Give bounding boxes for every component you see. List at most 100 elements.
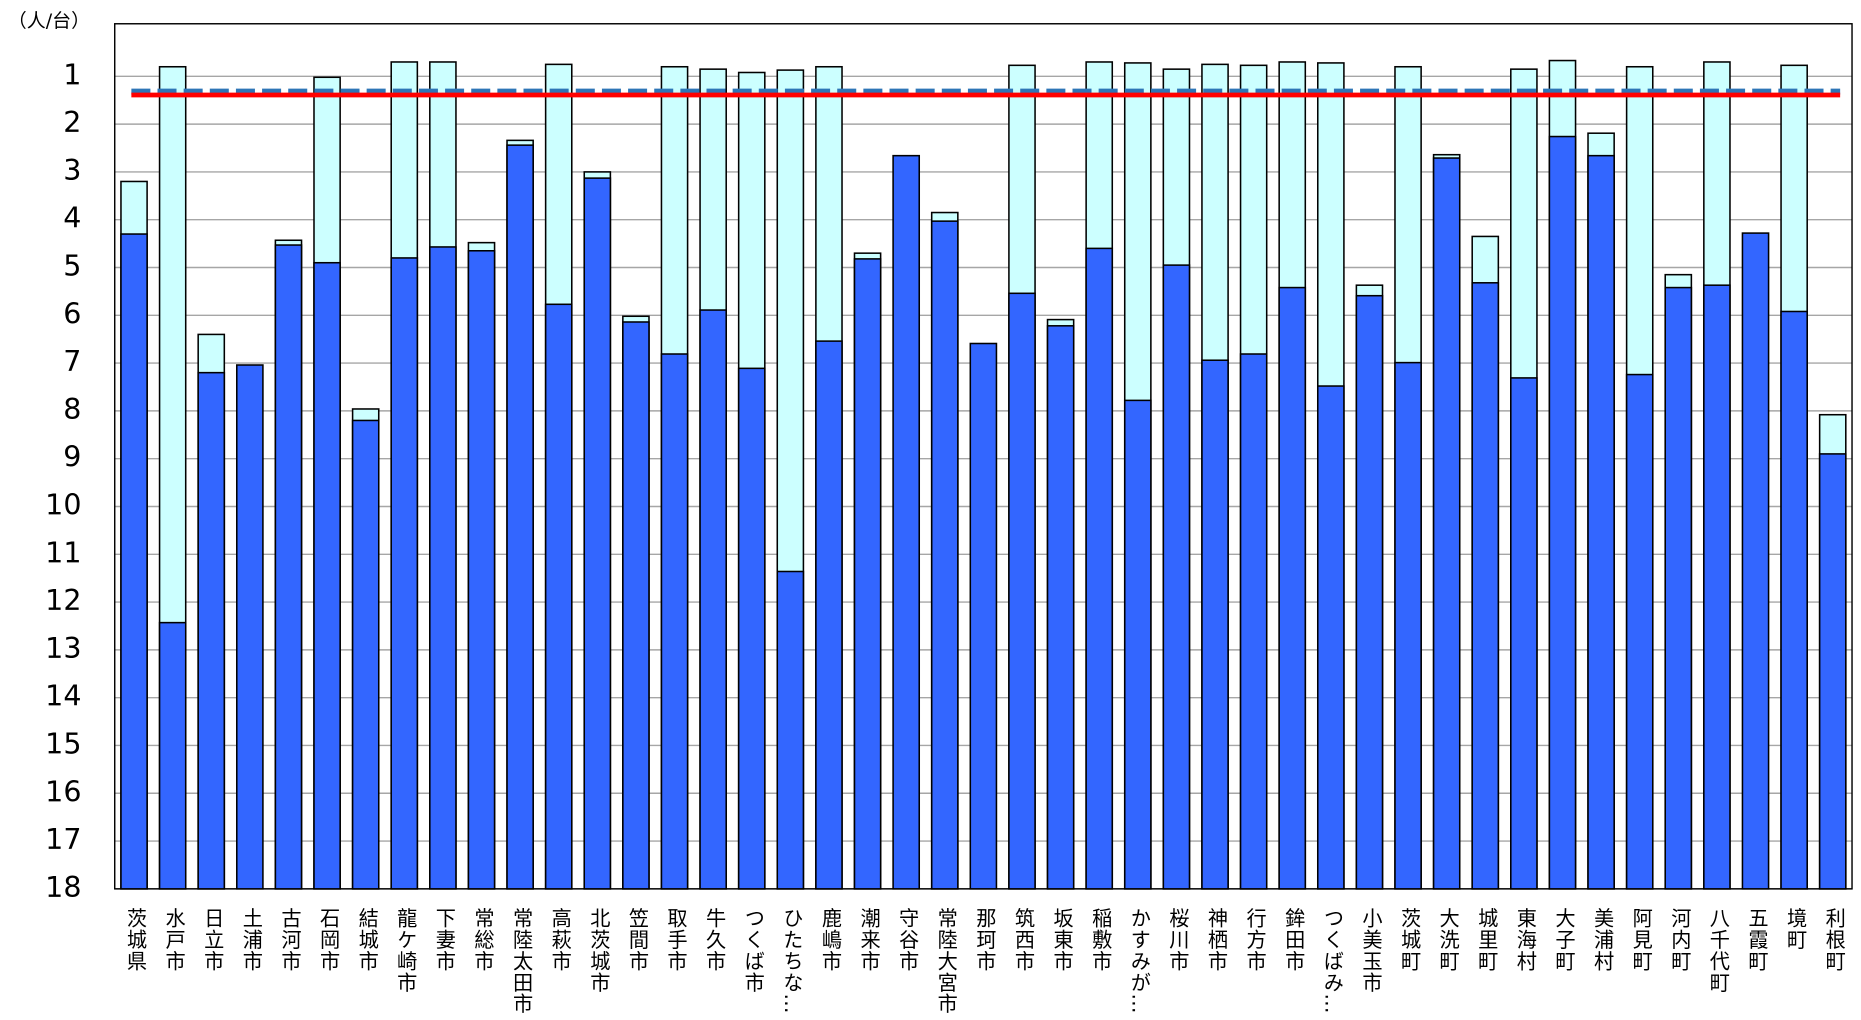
- bar: [1741, 232, 1770, 890]
- bar: [274, 244, 303, 890]
- bar: [120, 233, 148, 890]
- bar: [1703, 284, 1731, 890]
- x-tick-label: 城里町: [1475, 908, 1499, 972]
- bar: [1201, 359, 1229, 890]
- y-tick-label: 15: [45, 727, 81, 760]
- bar: [853, 258, 882, 890]
- bar: [390, 257, 419, 890]
- bar: [1587, 154, 1615, 890]
- y-tick-label: 9: [63, 441, 81, 474]
- x-tick-label: 桜川市: [1166, 908, 1190, 972]
- x-tick-label: 大子町: [1552, 908, 1576, 972]
- bar: [1278, 286, 1307, 890]
- x-tick-label: 那珂市: [973, 908, 997, 972]
- y-tick-label: 17: [45, 823, 81, 856]
- bar: [583, 177, 612, 890]
- x-tick-label: 利根町: [1822, 908, 1846, 972]
- x-tick-label: 北茨城市: [587, 908, 611, 994]
- bar: [737, 367, 766, 890]
- x-tick-label: 笠間市: [625, 908, 649, 972]
- bar: [1818, 453, 1847, 890]
- x-tick-label: 常陸大宮市: [934, 908, 958, 1015]
- bar: [1085, 247, 1114, 890]
- x-tick-label: 水戸市: [162, 908, 186, 972]
- x-tick-label: 常総市: [471, 908, 495, 972]
- x-tick-label: 龍ケ崎市: [394, 908, 418, 994]
- y-tick-label: 11: [45, 536, 81, 569]
- x-tick-label: 境町: [1784, 908, 1808, 951]
- x-tick-label: 東海村: [1513, 908, 1537, 972]
- bar: [429, 246, 457, 890]
- y-tick-label: 13: [45, 632, 81, 665]
- x-tick-label: 河内町: [1668, 908, 1692, 972]
- x-tick-label: かすみが…: [1127, 908, 1151, 1015]
- bar: [1780, 310, 1808, 890]
- x-tick-label: 結城市: [355, 908, 379, 972]
- x-tick-label: 日立市: [201, 908, 225, 972]
- x-tick-label: 石岡市: [317, 908, 341, 972]
- bar: [313, 261, 341, 890]
- bar: [1355, 294, 1384, 890]
- bar: [1471, 282, 1500, 890]
- bar: [930, 220, 959, 890]
- x-tick-label: 牛久市: [703, 908, 727, 972]
- bar: [660, 353, 689, 890]
- x-tick-label: 茨城県: [124, 908, 148, 972]
- x-tick-label: 高萩市: [548, 908, 572, 972]
- x-tick-label: 稲敷市: [1089, 908, 1113, 972]
- x-tick-label: 筑西市: [1011, 908, 1035, 972]
- x-tick-label: 坂東市: [1050, 908, 1074, 972]
- x-tick-label: つくばみ…: [1320, 908, 1344, 1015]
- bar: [236, 364, 264, 890]
- y-tick-label: 1: [63, 58, 81, 91]
- bar: [1510, 377, 1538, 890]
- y-tick-label: 7: [63, 345, 81, 378]
- x-tick-label: 茨城町: [1398, 908, 1422, 972]
- x-tick-label: つくば市: [741, 908, 765, 994]
- bar: [969, 342, 998, 890]
- y-tick-label: 18: [45, 871, 81, 904]
- y-tick-label: 12: [45, 584, 81, 617]
- bar: [1625, 373, 1654, 890]
- x-tick-label: 阿見町: [1629, 908, 1653, 972]
- x-tick-label: 神栖市: [1205, 908, 1229, 972]
- bar: [1162, 264, 1191, 890]
- bar: [1432, 157, 1461, 890]
- y-tick-label: 3: [63, 154, 81, 187]
- x-tick-label: 五霞町: [1745, 908, 1769, 972]
- x-tick-label: 土浦市: [239, 908, 263, 972]
- bar: [1239, 353, 1268, 890]
- bar: [1046, 325, 1075, 890]
- y-tick-label: 14: [45, 680, 81, 713]
- bar: [699, 309, 727, 890]
- y-tick-label: 8: [63, 393, 81, 426]
- bar: [815, 340, 843, 890]
- x-tick-label: 取手市: [664, 908, 688, 972]
- y-tick-label: 4: [63, 202, 81, 235]
- x-tick-label: 常陸太田市: [510, 908, 534, 1015]
- bar: [544, 303, 573, 890]
- x-tick-label: ひたちな…: [780, 908, 804, 1015]
- x-tick-label: 守谷市: [896, 908, 920, 972]
- bar: [506, 144, 534, 890]
- y-tick-label: 2: [63, 106, 81, 139]
- bar: [1548, 135, 1577, 890]
- bar: [467, 249, 496, 890]
- y-tick-label: 6: [63, 297, 81, 330]
- bar: [197, 371, 226, 890]
- bar: [892, 154, 921, 890]
- bar: [158, 621, 187, 890]
- bar: [622, 321, 650, 890]
- x-tick-label: 鉾田市: [1282, 908, 1306, 972]
- x-tick-label: 八千代町: [1706, 908, 1730, 994]
- x-tick-label: 行方市: [1243, 908, 1267, 972]
- bar: [351, 419, 380, 890]
- y-tick-label: 10: [45, 488, 81, 521]
- x-tick-label: 鹿嶋市: [818, 908, 842, 972]
- x-tick-label: 下妻市: [432, 908, 456, 972]
- bar: [1008, 292, 1036, 890]
- bar: [776, 570, 805, 890]
- x-tick-label: 大洗町: [1436, 908, 1460, 972]
